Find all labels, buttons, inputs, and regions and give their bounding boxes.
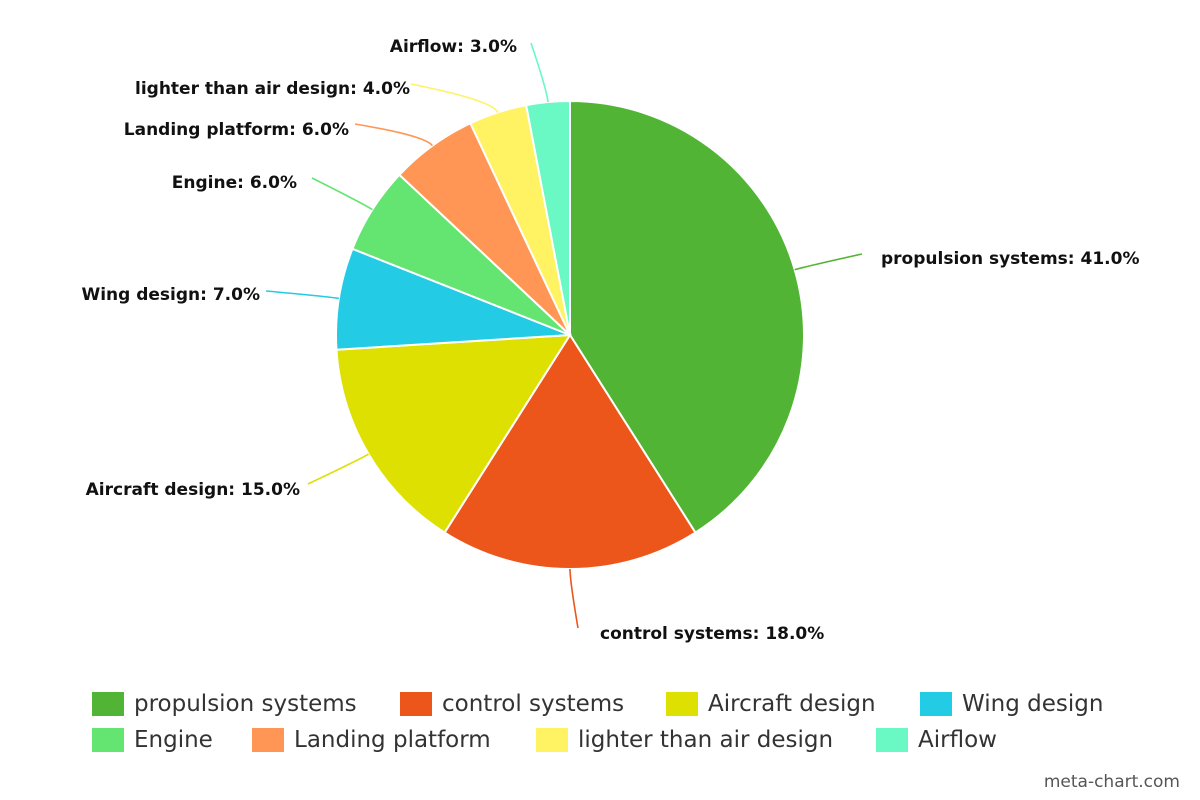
legend-item-engine[interactable]: Engine <box>92 727 252 753</box>
slice-label: Airflow: 3.0% <box>390 37 517 57</box>
slice-label: Aircraft design: 15.0% <box>86 480 300 500</box>
slice-label: Wing design: 7.0% <box>81 285 260 305</box>
connector-line <box>794 253 863 271</box>
legend-swatch <box>252 728 284 752</box>
legend-label: control systems <box>442 691 625 717</box>
legend-swatch <box>400 692 432 716</box>
legend-label: lighter than air design <box>578 727 834 753</box>
slice-label: control systems: 18.0% <box>600 624 824 644</box>
pie-slice-wing-design[interactable] <box>335 247 571 351</box>
connector-line <box>265 290 340 300</box>
legend-item-aircraft-design[interactable]: Aircraft design <box>666 691 920 717</box>
legend-label: Landing platform <box>294 727 491 753</box>
legend-swatch <box>920 692 952 716</box>
legend-label: Airflow <box>918 727 997 753</box>
legend-swatch <box>876 728 908 752</box>
connector-line <box>307 453 369 485</box>
connector-line <box>569 568 579 629</box>
pie-slices <box>335 99 805 570</box>
legend-label: Wing design <box>962 691 1104 717</box>
legend-item-lighter-than-air-design[interactable]: lighter than air design <box>536 727 876 753</box>
slice-label: Landing platform: 6.0% <box>124 120 349 140</box>
legend-item-landing-platform[interactable]: Landing platform <box>252 727 536 753</box>
legend-item-control-systems[interactable]: control systems <box>400 691 666 717</box>
pie-slice-propulsion-systems[interactable] <box>569 99 805 534</box>
connector-line <box>311 177 373 211</box>
legend-label: propulsion systems <box>134 691 357 717</box>
legend-swatch <box>536 728 568 752</box>
slice-label: propulsion systems: 41.0% <box>881 249 1139 269</box>
legend-swatch <box>666 692 698 716</box>
pie-slice-aircraft-design[interactable] <box>335 333 572 534</box>
legend-label: Engine <box>134 727 213 753</box>
legend: propulsion systems control systems Aircr… <box>92 686 1152 758</box>
slice-label: Engine: 6.0% <box>172 173 297 193</box>
pie-slice-control-systems[interactable] <box>443 333 697 570</box>
connector-line <box>410 83 499 113</box>
slice-labels: propulsion systems: 41.0% control systems… <box>81 37 1139 644</box>
legend-item-wing-design[interactable]: Wing design <box>920 691 1103 717</box>
legend-item-airflow[interactable]: Airflow <box>876 727 997 753</box>
connector-lines <box>265 42 863 629</box>
legend-label: Aircraft design <box>708 691 876 717</box>
legend-swatch <box>92 692 124 716</box>
legend-item-propulsion-systems[interactable]: propulsion systems <box>92 691 400 717</box>
legend-row: Engine Landing platform lighter than air… <box>92 722 1152 758</box>
connector-line <box>530 42 549 103</box>
pie-slice-airflow[interactable] <box>524 99 571 336</box>
slice-label: lighter than air design: 4.0% <box>135 79 410 99</box>
legend-row: propulsion systems control systems Aircr… <box>92 686 1152 722</box>
connector-line <box>354 123 434 147</box>
credit-link[interactable]: meta-chart.com <box>1043 772 1180 792</box>
legend-swatch <box>92 728 124 752</box>
